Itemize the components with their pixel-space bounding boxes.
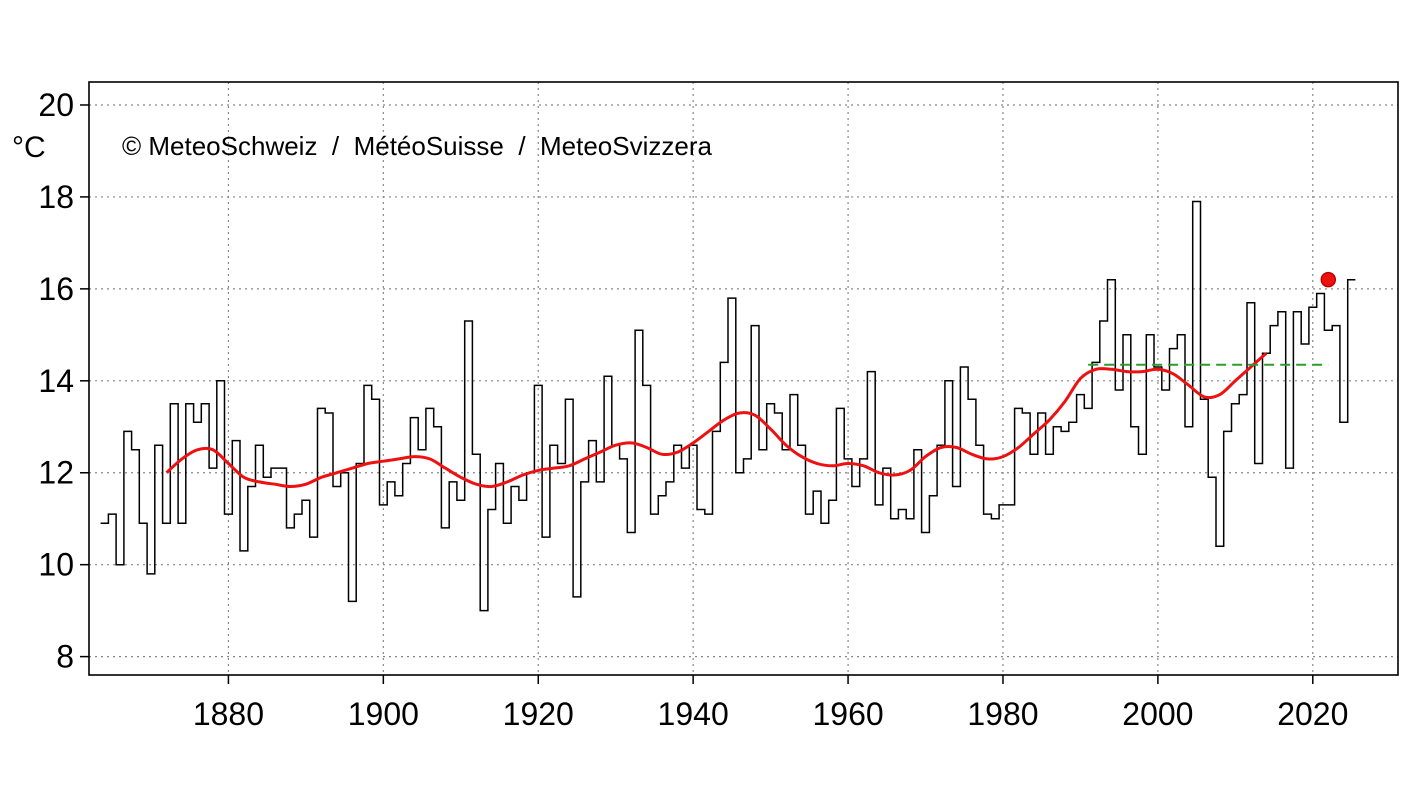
x-tick-label: 1880 bbox=[193, 696, 264, 732]
x-tick-label: 1900 bbox=[348, 696, 419, 732]
x-tick-label: 1940 bbox=[658, 696, 729, 732]
x-tick-label: 1980 bbox=[967, 696, 1038, 732]
x-tick-label: 2000 bbox=[1122, 696, 1193, 732]
plot-frame bbox=[88, 81, 1399, 676]
annual-temperature-step-line bbox=[100, 200, 1356, 612]
axes-layer: 1880 1900 1920 1940 1960 1980 2000 2020 8 10 12 14 1… bbox=[38, 81, 1399, 732]
y-tick-label: 10 bbox=[38, 547, 74, 583]
y-tick-label: 20 bbox=[38, 87, 74, 123]
x-tick-label: 2020 bbox=[1277, 696, 1348, 732]
unit-label: °C bbox=[12, 131, 46, 164]
y-tick-label: 8 bbox=[56, 639, 74, 675]
smoothed-trend-line bbox=[165, 352, 1268, 489]
latest-year-marker bbox=[1320, 271, 1337, 288]
y-tick-label: 12 bbox=[38, 455, 74, 491]
copyright-credit: © MeteoSchweiz / MétéoSuisse / MeteoSviz… bbox=[122, 131, 712, 161]
x-tick-label: 1960 bbox=[812, 696, 883, 732]
y-tick-label: 14 bbox=[38, 363, 74, 399]
x-tick-label: 1920 bbox=[503, 696, 574, 732]
y-tick-label: 16 bbox=[38, 271, 74, 307]
grid-layer bbox=[89, 82, 1398, 675]
y-tick-label: 18 bbox=[38, 179, 74, 215]
data-layer bbox=[100, 200, 1356, 612]
